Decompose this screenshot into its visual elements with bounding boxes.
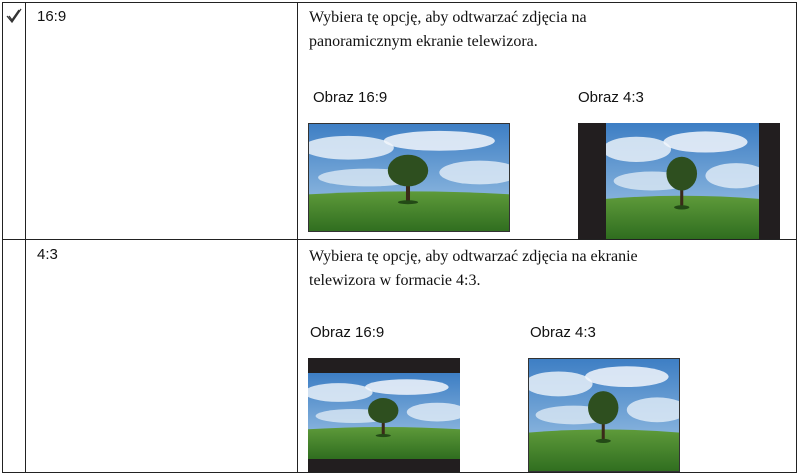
image-caption: Obraz 4:3 xyxy=(578,89,644,106)
column-divider xyxy=(297,2,298,473)
preview-image xyxy=(308,358,460,472)
description-line: Wybiera tę opcję, aby odtwarzać zdjęcia … xyxy=(309,248,638,265)
preview-image xyxy=(308,123,510,232)
option-label: 4:3 xyxy=(37,246,58,263)
preview-image xyxy=(578,123,780,239)
image-caption: Obraz 16:9 xyxy=(313,89,388,106)
preview-image xyxy=(528,358,680,472)
row-divider xyxy=(2,239,797,240)
description-line: panoramicznym ekranie telewizora. xyxy=(309,33,538,50)
image-caption: Obraz 4:3 xyxy=(530,324,596,341)
column-divider xyxy=(25,2,26,473)
image-caption: Obraz 16:9 xyxy=(310,324,385,341)
check-icon xyxy=(6,8,22,24)
description-line: telewizora w formacie 4:3. xyxy=(309,272,481,289)
option-label: 16:9 xyxy=(37,8,67,25)
description-line: Wybiera tę opcję, aby odtwarzać zdjęcia … xyxy=(309,9,587,26)
